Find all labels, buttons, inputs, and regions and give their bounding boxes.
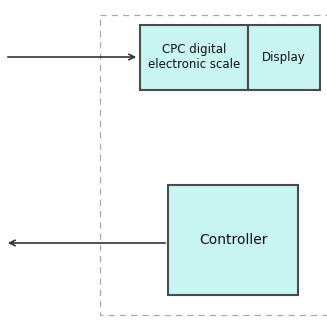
Text: CPC digital
electronic scale: CPC digital electronic scale	[148, 43, 240, 71]
Text: Display: Display	[262, 50, 306, 63]
Bar	[248, 25, 320, 90]
Bar	[100, 15, 327, 315]
Bar	[168, 185, 298, 295]
Bar	[140, 25, 248, 90]
Text: Controller: Controller	[199, 233, 267, 247]
